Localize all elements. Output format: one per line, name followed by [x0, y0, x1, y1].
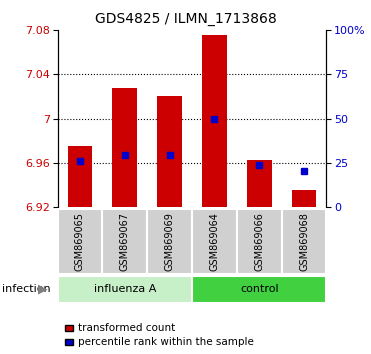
Text: transformed count: transformed count: [78, 323, 175, 333]
Text: ▶: ▶: [38, 283, 47, 296]
Bar: [68, 146, 92, 207]
Text: GDS4825 / ILMN_1713868: GDS4825 / ILMN_1713868: [95, 12, 276, 27]
Bar: [247, 160, 272, 207]
FancyBboxPatch shape: [58, 209, 102, 274]
Bar: [202, 34, 227, 207]
Text: infection: infection: [2, 284, 50, 295]
FancyBboxPatch shape: [192, 209, 237, 274]
FancyBboxPatch shape: [58, 276, 192, 303]
Text: GSM869067: GSM869067: [120, 212, 130, 271]
FancyBboxPatch shape: [282, 209, 326, 274]
FancyBboxPatch shape: [147, 209, 192, 274]
Bar: [112, 87, 137, 207]
Bar: [157, 96, 182, 207]
Text: percentile rank within the sample: percentile rank within the sample: [78, 337, 253, 347]
Text: influenza A: influenza A: [93, 284, 156, 295]
Text: GSM869066: GSM869066: [254, 212, 264, 271]
Text: GSM869068: GSM869068: [299, 212, 309, 271]
Text: GSM869065: GSM869065: [75, 212, 85, 271]
Text: GSM869064: GSM869064: [209, 212, 219, 271]
Text: GSM869069: GSM869069: [165, 212, 175, 271]
FancyBboxPatch shape: [102, 209, 147, 274]
Bar: [292, 190, 316, 207]
FancyBboxPatch shape: [192, 276, 326, 303]
FancyBboxPatch shape: [237, 209, 282, 274]
Text: control: control: [240, 284, 279, 295]
